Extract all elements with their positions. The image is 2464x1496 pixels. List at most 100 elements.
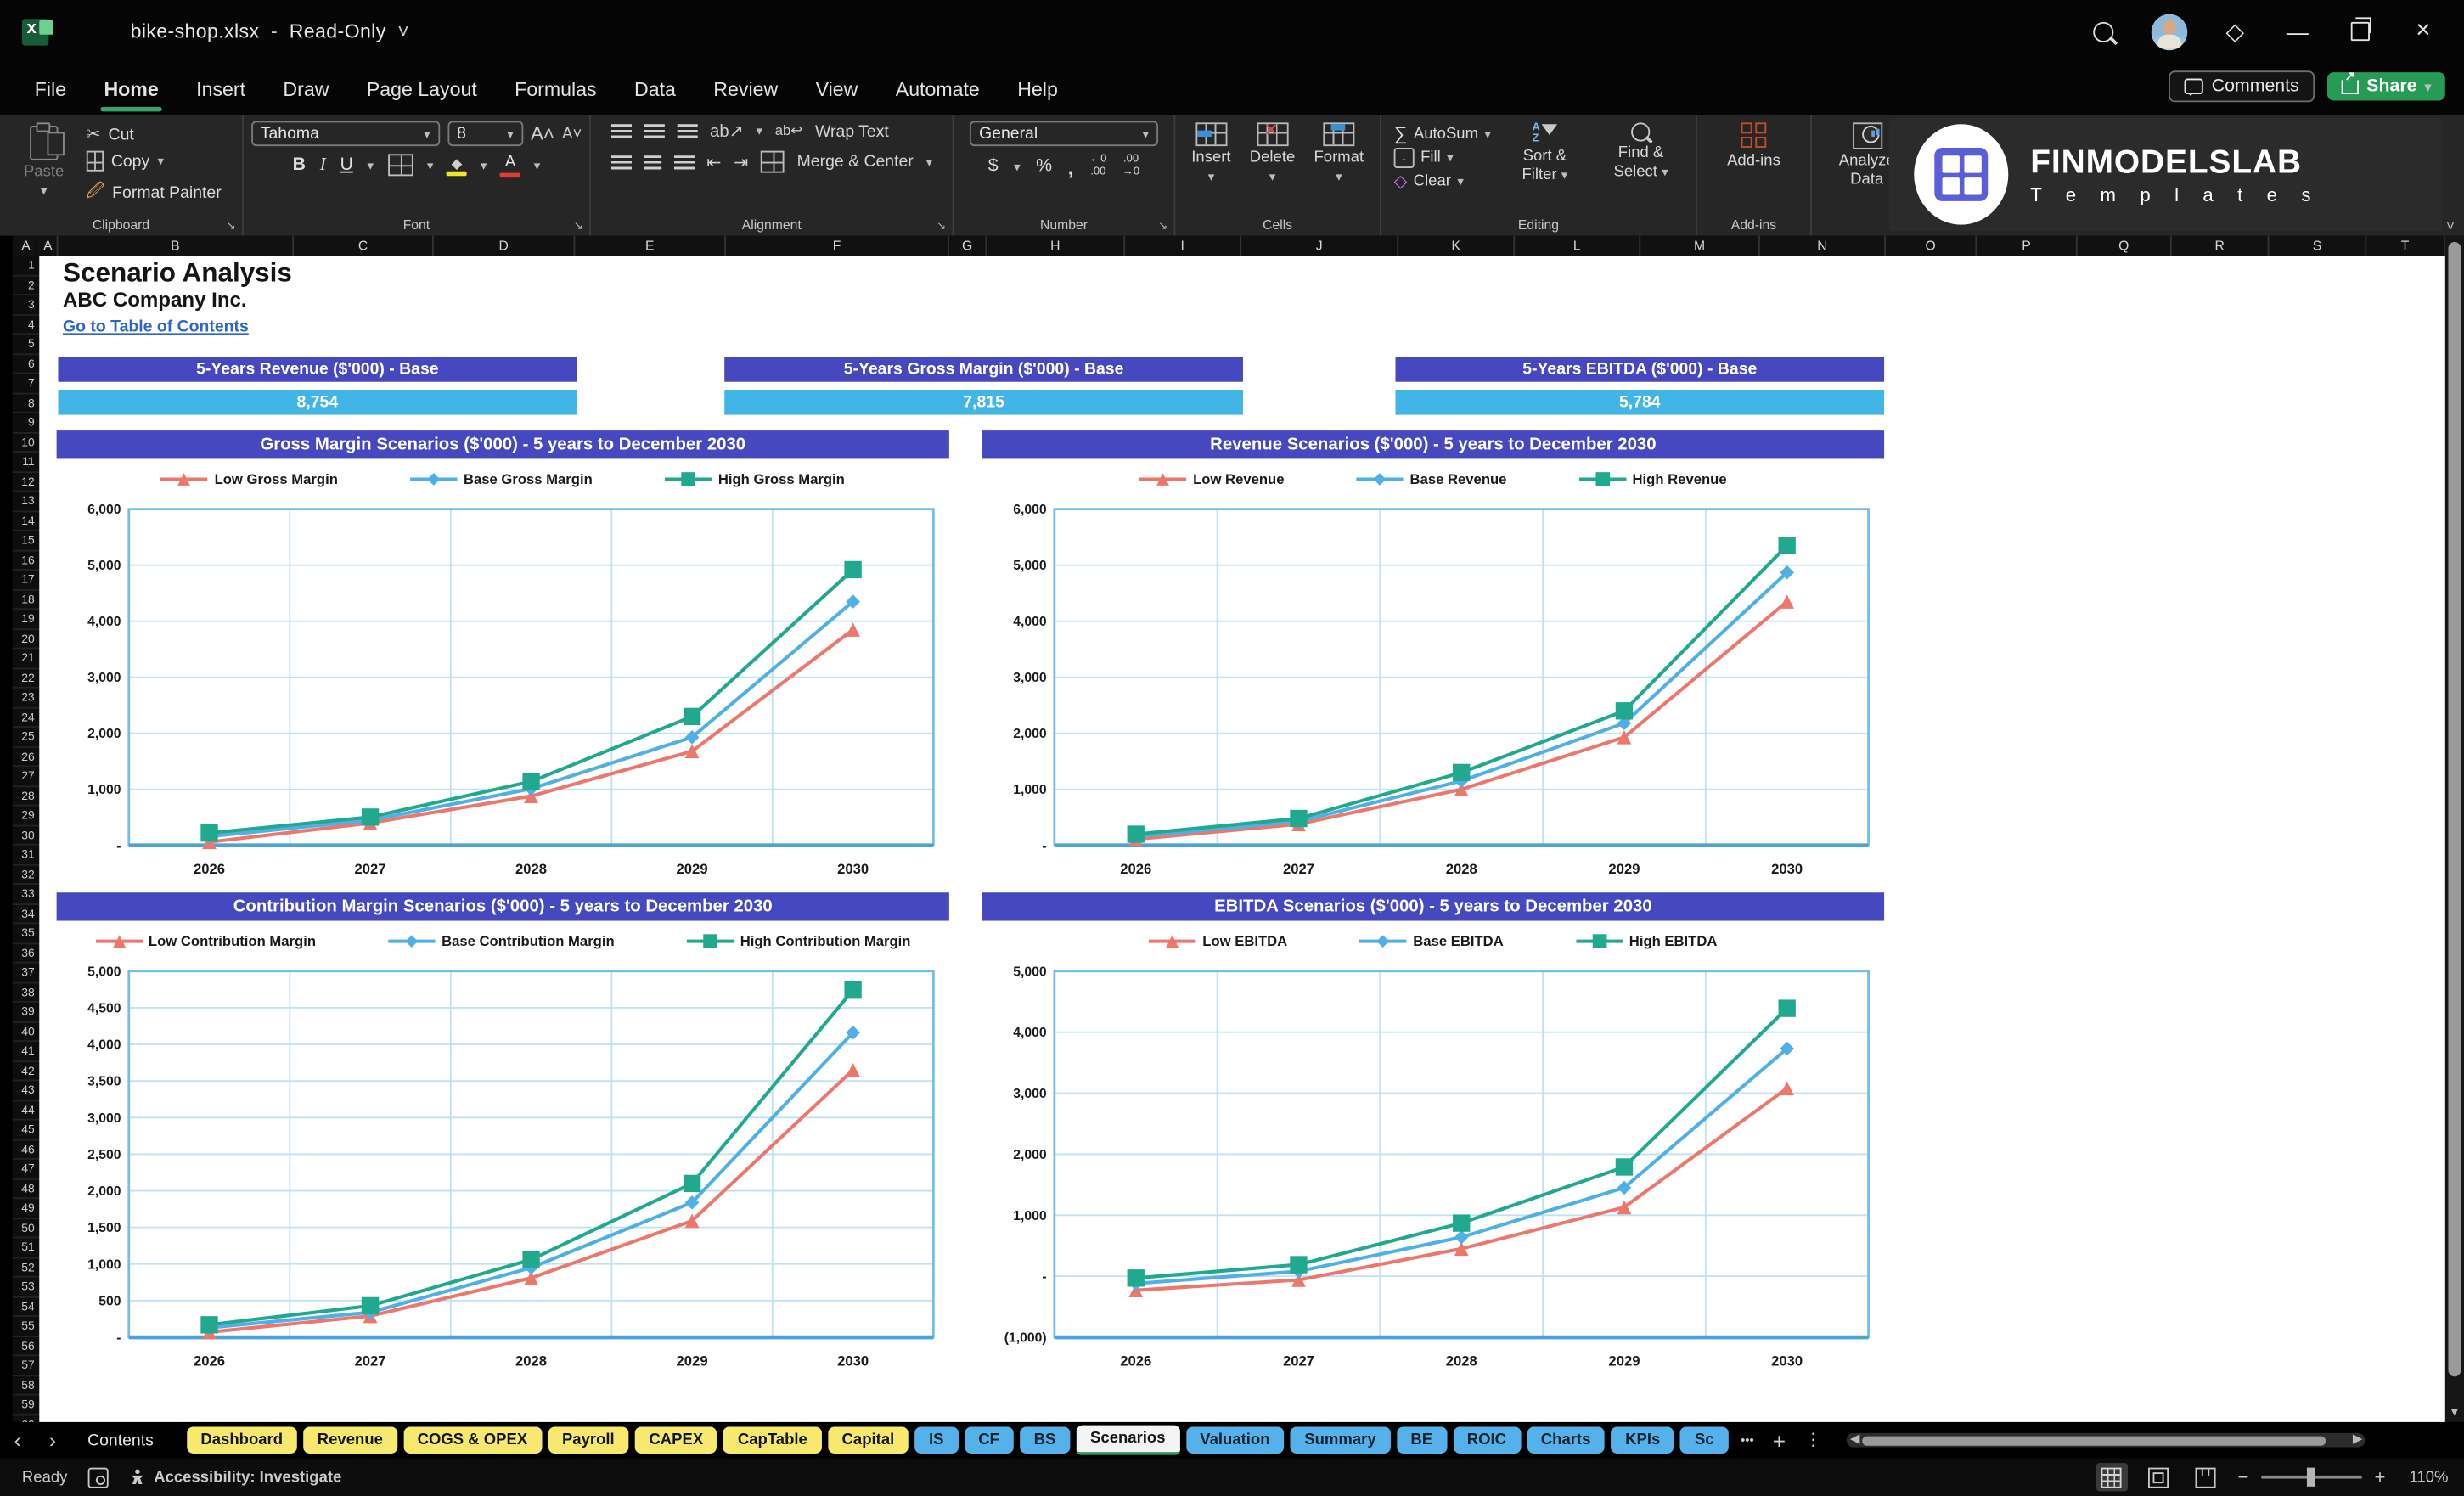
vertical-scroll-thumb[interactable] xyxy=(2448,242,2461,1377)
row-header-38[interactable]: 38 xyxy=(12,983,40,1003)
currency-format-button[interactable]: $ xyxy=(987,157,999,177)
row-header-23[interactable]: 23 xyxy=(12,689,40,708)
column-header-G[interactable]: G xyxy=(949,235,987,256)
zoom-slider-thumb[interactable] xyxy=(2306,1468,2315,1488)
row-header-44[interactable]: 44 xyxy=(12,1100,40,1121)
worksheet[interactable]: Scenario Analysis ABC Company Inc. Go to… xyxy=(39,256,2445,1422)
ribbon-tab-draw[interactable]: Draw xyxy=(283,77,329,100)
ribbon-tab-home[interactable]: Home xyxy=(85,69,177,111)
column-header-D[interactable]: D xyxy=(434,235,576,256)
row-header-37[interactable]: 37 xyxy=(12,964,40,983)
more-sheets-button[interactable]: ••• xyxy=(1741,1432,1754,1448)
sheet-tab-valuation[interactable]: Valuation xyxy=(1185,1426,1285,1454)
column-header-T[interactable]: T xyxy=(2366,235,2445,256)
paste-button[interactable]: Paste ▾ xyxy=(18,121,70,200)
row-header-30[interactable]: 30 xyxy=(12,826,40,846)
font-name-combo[interactable]: Tahoma ▾ xyxy=(250,121,440,147)
column-header-L[interactable]: L xyxy=(1515,235,1641,256)
row-header-26[interactable]: 26 xyxy=(12,747,40,768)
premium-diamond-icon[interactable]: ◇ xyxy=(2225,18,2244,45)
row-header-15[interactable]: 15 xyxy=(12,531,40,551)
sheet-tab-revenue[interactable]: Revenue xyxy=(303,1426,397,1454)
sheet-tab-cogs-opex[interactable]: COGS & OPEX xyxy=(402,1426,542,1454)
row-header-9[interactable]: 9 xyxy=(12,413,40,433)
row-header-48[interactable]: 48 xyxy=(12,1179,40,1200)
tab-scroll-left[interactable]: ‹ xyxy=(14,1428,21,1453)
align-center-icon[interactable] xyxy=(644,155,661,169)
row-header-31[interactable]: 31 xyxy=(12,846,40,865)
column-header-S[interactable]: S xyxy=(2270,235,2367,256)
row-header-43[interactable]: 43 xyxy=(12,1081,40,1101)
number-dialog-launcher[interactable]: ↘ xyxy=(1158,221,1168,233)
row-header-4[interactable]: 4 xyxy=(12,315,40,335)
zoom-in-button[interactable]: + xyxy=(2374,1465,2386,1488)
font-size-combo[interactable]: 8 ▾ xyxy=(447,121,523,147)
sheet-tab-contents[interactable]: Contents xyxy=(87,1431,154,1450)
sheet-tab-sc[interactable]: Sc xyxy=(1680,1426,1729,1454)
sheet-tab-roic[interactable]: ROIC xyxy=(1453,1426,1521,1454)
row-header-8[interactable]: 8 xyxy=(12,394,40,413)
sheet-tab-is[interactable]: IS xyxy=(914,1426,959,1454)
row-header-25[interactable]: 25 xyxy=(12,728,40,748)
row-header-35[interactable]: 35 xyxy=(12,924,40,944)
row-header-29[interactable]: 29 xyxy=(12,806,40,826)
merge-center-button[interactable]: Merge & Center xyxy=(796,152,914,172)
ribbon-tab-automate[interactable]: Automate xyxy=(895,77,980,100)
bold-button[interactable]: B xyxy=(292,155,307,175)
search-icon[interactable] xyxy=(2094,20,2115,42)
sheet-tab-capex[interactable]: CAPEX xyxy=(634,1426,717,1454)
row-header-36[interactable]: 36 xyxy=(12,943,40,964)
zoom-slider[interactable] xyxy=(2261,1468,2362,1488)
row-header-22[interactable]: 22 xyxy=(12,669,40,689)
row-header-57[interactable]: 57 xyxy=(12,1356,40,1376)
zoom-out-button[interactable]: − xyxy=(2237,1465,2249,1488)
row-header-13[interactable]: 13 xyxy=(12,492,40,512)
column-header-E[interactable]: E xyxy=(575,235,727,256)
ribbon-tab-view[interactable]: View xyxy=(815,77,858,100)
copy-button[interactable]: Copy ▾ xyxy=(83,148,225,174)
sheet-tab-captable[interactable]: CapTable xyxy=(723,1426,822,1454)
ribbon-tab-help[interactable]: Help xyxy=(1017,77,1058,100)
minimize-button[interactable]: — xyxy=(2286,19,2309,44)
ribbon-tab-data[interactable]: Data xyxy=(634,77,676,100)
row-header-24[interactable]: 24 xyxy=(12,708,40,728)
row-header-1[interactable]: 1 xyxy=(12,256,40,276)
horizontal-scrollbar[interactable]: ◀ ▶ xyxy=(1847,1431,2366,1448)
row-header-47[interactable]: 47 xyxy=(12,1160,40,1180)
close-button[interactable]: × xyxy=(2416,17,2431,44)
ribbon-tab-formulas[interactable]: Formulas xyxy=(515,77,597,100)
increase-font-icon[interactable]: A˄ xyxy=(531,122,554,145)
align-middle-icon[interactable] xyxy=(644,124,665,138)
row-header-28[interactable]: 28 xyxy=(12,786,40,807)
font-color-button[interactable]: A xyxy=(499,154,520,177)
normal-view-button[interactable] xyxy=(2096,1463,2128,1492)
format-painter-button[interactable]: 🖉 Format Painter xyxy=(86,182,222,202)
italic-button[interactable]: I xyxy=(319,155,326,175)
clear-button[interactable]: ◇ Clear ▾ xyxy=(1393,172,1464,192)
row-header-27[interactable]: 27 xyxy=(12,767,40,787)
sheet-tab-payroll[interactable]: Payroll xyxy=(548,1426,629,1454)
row-header-52[interactable]: 52 xyxy=(12,1258,40,1278)
delete-cells-button[interactable]: ✕ Delete ▾ xyxy=(1249,122,1296,184)
chart-1[interactable]: Revenue Scenarios ($'000) - 5 years to D… xyxy=(982,430,1885,886)
tab-scroll-right[interactable]: › xyxy=(49,1428,57,1453)
column-header-P[interactable]: P xyxy=(1977,235,2078,256)
merge-center-icon[interactable] xyxy=(761,150,785,173)
horizontal-scroll-thumb[interactable] xyxy=(1862,1435,2326,1445)
analyze-data-button[interactable]: Analyze Data xyxy=(1821,121,1912,192)
row-header-46[interactable]: 46 xyxy=(12,1140,40,1160)
addins-button[interactable]: Add-ins xyxy=(1721,121,1787,172)
borders-button[interactable] xyxy=(387,154,413,177)
new-sheet-button[interactable]: + xyxy=(1772,1427,1786,1454)
row-headers[interactable]: 1 2 3 4 5 6 7 8 9 10 11 12 13 14 15 16 17 18 19 20 21 22 23 24 2… xyxy=(12,256,40,1435)
column-header-Q[interactable]: Q xyxy=(2078,235,2172,256)
row-header-59[interactable]: 59 xyxy=(12,1395,40,1415)
hscroll-right-arrow[interactable]: ▶ xyxy=(2352,1431,2363,1446)
find-select-button[interactable]: Find & Select ▾ xyxy=(1595,121,1686,184)
row-header-3[interactable]: 3 xyxy=(12,295,40,316)
font-dialog-launcher[interactable]: ↘ xyxy=(573,221,583,233)
comments-button[interactable]: Comments xyxy=(2169,70,2315,103)
chart-3[interactable]: EBITDA Scenarios ($'000) - 5 years to De… xyxy=(982,892,1885,1378)
sheet-tab-charts[interactable]: Charts xyxy=(1527,1426,1606,1454)
